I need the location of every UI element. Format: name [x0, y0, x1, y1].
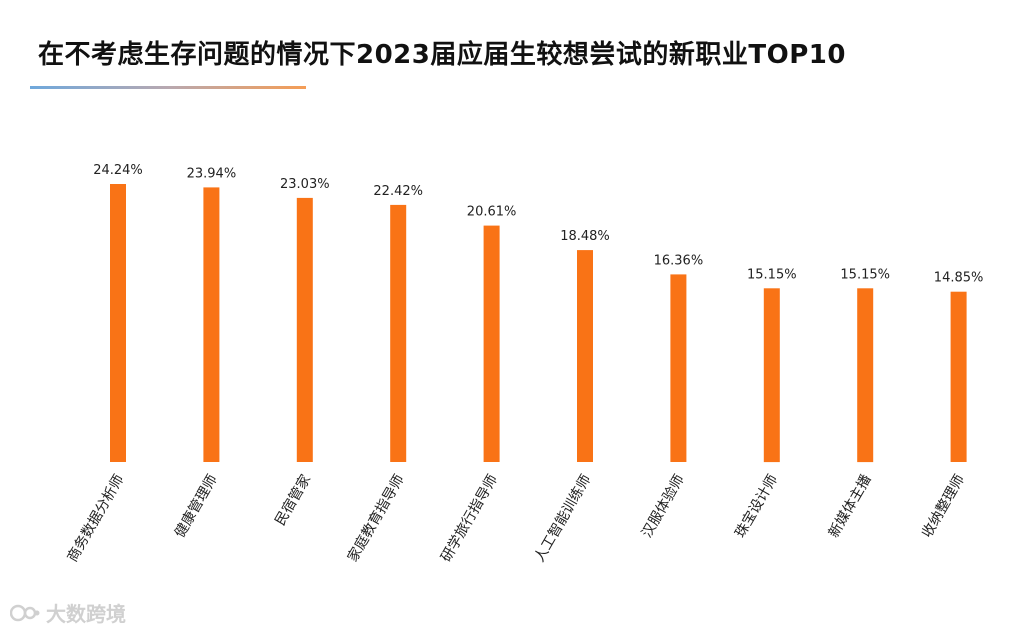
value-labels-layer: 24.24% 23.94% 23.03% 22.42% 20.61% 18.48% 16.3…: [93, 163, 983, 286]
bar-8: [857, 288, 874, 463]
category-label-1: 健康管理师: [171, 472, 221, 541]
bar-1: [203, 187, 220, 462]
value-label-6: 16.36%: [654, 253, 704, 268]
category-label-8: 新媒体主播: [826, 472, 875, 541]
value-label-4: 20.61%: [467, 205, 517, 220]
category-label-5: 人工智能训练师: [532, 472, 595, 565]
category-label-6: 汉服体验师: [639, 472, 688, 541]
bar-5: [577, 250, 593, 462]
bars-layer: [110, 184, 967, 463]
category-label-7: 珠宝设计师: [732, 472, 781, 541]
category-label-2: 民宿管家: [272, 472, 315, 529]
bar-4: [483, 225, 500, 462]
bar-2: [296, 197, 313, 462]
category-label-4: 研学旅行指导师: [438, 472, 501, 565]
bar-9: [950, 291, 967, 462]
value-label-9: 14.85%: [934, 271, 984, 286]
watermark-text: 大数跨境: [46, 602, 126, 626]
value-label-3: 22.42%: [373, 184, 423, 199]
value-label-0: 24.24%: [93, 163, 143, 178]
bar-0: [110, 184, 126, 462]
category-labels-layer: 商务数据分析师 健康管理师 民宿管家 家庭教育指导师 研学旅行指导师 人工智能训练师 汉服体…: [65, 472, 968, 565]
category-label-9: 收纳整理师: [919, 472, 968, 541]
bar-6: [670, 274, 687, 462]
bar-7: [763, 288, 780, 463]
logo-icon: [10, 602, 40, 624]
title-underline: [30, 86, 306, 89]
chart-title: 在不考虑生存问题的情况下2023届应届生较想尝试的新职业TOP10: [38, 40, 846, 70]
category-label-3: 家庭教育指导师: [344, 472, 408, 565]
watermark: 大数跨境: [10, 598, 126, 627]
value-label-5: 18.48%: [560, 229, 610, 244]
value-label-2: 23.03%: [280, 177, 330, 192]
value-label-1: 23.94%: [187, 166, 237, 181]
category-label-0: 商务数据分析师: [65, 472, 128, 565]
value-label-8: 15.15%: [840, 267, 890, 282]
bar-3: [390, 204, 407, 462]
value-label-7: 15.15%: [747, 267, 797, 282]
